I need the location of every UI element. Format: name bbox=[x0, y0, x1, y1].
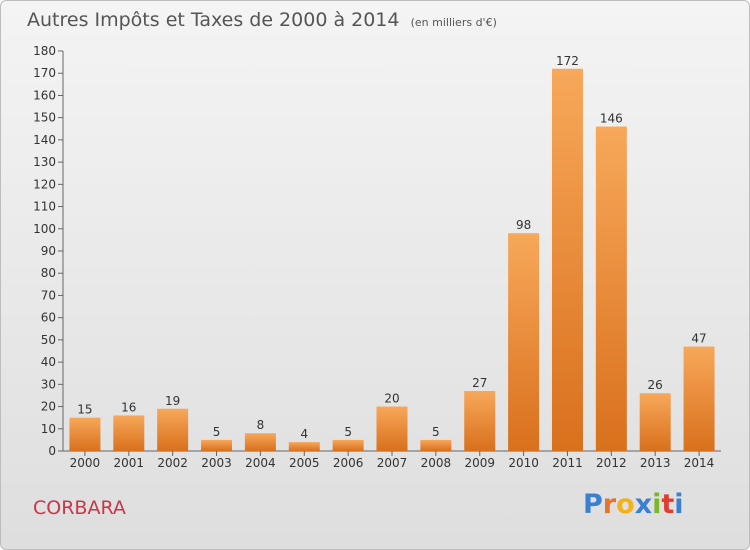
bar bbox=[69, 417, 101, 451]
x-tick-label: 2011 bbox=[552, 456, 583, 470]
data-label: 8 bbox=[257, 418, 265, 432]
data-label: 4 bbox=[300, 427, 308, 441]
x-tick-label: 2013 bbox=[640, 456, 671, 470]
bar-layer bbox=[69, 68, 715, 452]
bar bbox=[508, 233, 540, 451]
x-tick-label: 2008 bbox=[421, 456, 452, 470]
y-tick-label: 50 bbox=[41, 333, 56, 347]
data-label: 47 bbox=[691, 332, 706, 346]
chart-title: Autres Impôts et Taxes de 2000 à 2014 bbox=[27, 9, 400, 31]
brand-letter: r bbox=[602, 489, 617, 520]
brand-letter: i bbox=[652, 489, 662, 520]
data-label: 146 bbox=[600, 112, 623, 126]
label-layer: 2000 15 2001 16 2002 19 2003 5 2004 8 2005 4 2006 5 20… bbox=[70, 54, 715, 470]
x-tick-label: 2001 bbox=[114, 456, 145, 470]
bar bbox=[113, 415, 145, 451]
bar bbox=[201, 439, 233, 451]
title-line: Autres Impôts et Taxes de 2000 à 2014 (e… bbox=[27, 9, 497, 31]
y-tick-label: 60 bbox=[41, 311, 56, 325]
y-tick-label: 150 bbox=[33, 111, 56, 125]
data-label: 5 bbox=[213, 425, 221, 439]
bar bbox=[332, 439, 364, 451]
chart-subtitle: (en milliers d'€) bbox=[410, 16, 497, 29]
y-tick-label: 70 bbox=[41, 288, 56, 302]
data-label: 172 bbox=[556, 54, 579, 68]
data-label: 5 bbox=[432, 425, 440, 439]
y-tick-label: 100 bbox=[33, 222, 56, 236]
y-tick-label: 130 bbox=[33, 155, 56, 169]
data-label: 20 bbox=[384, 392, 399, 406]
data-label: 16 bbox=[121, 400, 136, 414]
brand-letter: o bbox=[616, 489, 635, 520]
brand-letter: t bbox=[661, 489, 675, 520]
town-name: CORBARA bbox=[33, 497, 126, 519]
y-tick-label: 180 bbox=[33, 44, 56, 58]
bar bbox=[551, 68, 583, 452]
bar bbox=[288, 442, 320, 451]
y-tick-label: 160 bbox=[33, 88, 56, 102]
bar bbox=[464, 391, 496, 451]
data-label: 5 bbox=[344, 425, 352, 439]
y-tick-label: 90 bbox=[41, 244, 56, 258]
bar bbox=[157, 408, 189, 451]
x-tick-label: 2004 bbox=[245, 456, 276, 470]
y-tick-label: 40 bbox=[41, 355, 56, 369]
x-tick-label: 2005 bbox=[289, 456, 320, 470]
x-tick-label: 2006 bbox=[333, 456, 364, 470]
brand-letter: P bbox=[583, 489, 603, 520]
y-tick-label: 140 bbox=[33, 133, 56, 147]
x-tick-label: 2014 bbox=[684, 456, 715, 470]
y-tick-label: 10 bbox=[41, 422, 56, 436]
brand-letter: i bbox=[674, 489, 684, 520]
x-tick-label: 2007 bbox=[377, 456, 408, 470]
y-tick-label: 120 bbox=[33, 177, 56, 191]
bar bbox=[244, 433, 276, 451]
bar bbox=[595, 126, 627, 452]
data-label: 26 bbox=[648, 378, 663, 392]
bar bbox=[683, 346, 715, 451]
brand-letter: x bbox=[634, 489, 653, 520]
x-tick-label: 2002 bbox=[157, 456, 188, 470]
data-label: 15 bbox=[77, 403, 92, 417]
x-tick-label: 2009 bbox=[464, 456, 495, 470]
y-tick-label: 170 bbox=[33, 66, 56, 80]
x-tick-label: 2012 bbox=[596, 456, 627, 470]
x-tick-label: 2003 bbox=[201, 456, 232, 470]
bar bbox=[639, 393, 671, 451]
brand-logo: Proxiti bbox=[583, 489, 684, 520]
bar bbox=[376, 406, 408, 451]
y-tick-label: 0 bbox=[48, 444, 56, 458]
data-label: 27 bbox=[472, 376, 487, 390]
x-tick-label: 2010 bbox=[508, 456, 539, 470]
data-label: 19 bbox=[165, 394, 180, 408]
y-tick-label: 20 bbox=[41, 400, 56, 414]
y-tick-label: 30 bbox=[41, 377, 56, 391]
y-tick-label: 80 bbox=[41, 266, 56, 280]
y-tick-label: 110 bbox=[33, 200, 56, 214]
data-label: 98 bbox=[516, 218, 531, 232]
x-tick-label: 2000 bbox=[70, 456, 101, 470]
bar bbox=[420, 439, 452, 451]
